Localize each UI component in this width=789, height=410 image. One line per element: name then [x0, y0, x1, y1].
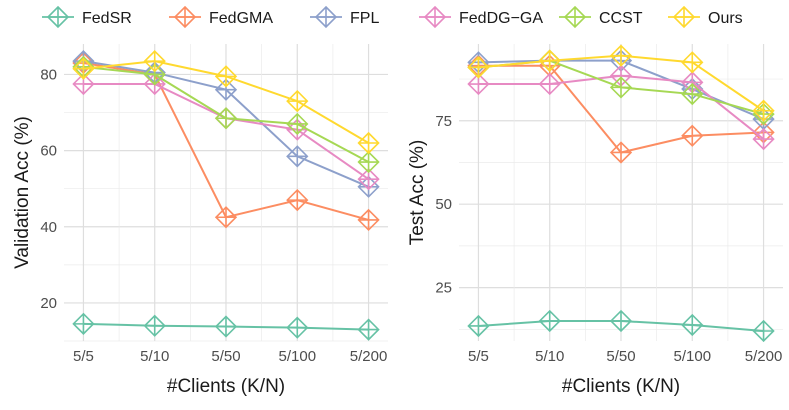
legend-item-feddg-ga: FedDG−GA [419, 5, 543, 29]
data-point-ours [609, 44, 633, 67]
legend-marker-fpl [314, 5, 338, 29]
x-tick-label: 5/5 [73, 348, 94, 365]
data-point-ours [467, 56, 490, 79]
data-point-fpl [286, 145, 309, 168]
data-point-fedsr [609, 309, 633, 333]
y-tick-label: 40 [40, 219, 57, 236]
y-tick-label: 50 [435, 196, 452, 213]
data-point-ccst [357, 150, 380, 174]
data-point-ours [681, 51, 704, 74]
data-point-ccst [286, 112, 309, 136]
y-tick-label: 80 [40, 66, 57, 83]
legend-marker-ccst [563, 5, 587, 29]
data-point-fedsr [286, 316, 309, 339]
x-tick-label: 5/100 [674, 348, 712, 365]
series-ours [467, 44, 775, 122]
x-tick-label: 5/10 [140, 348, 169, 365]
data-point-fedgma [357, 208, 380, 232]
y-tick-label: 25 [435, 280, 452, 297]
x-tick-label: 5/100 [279, 348, 317, 365]
legend-item-ours: Ours [668, 5, 743, 29]
legend-marker-fedgma [173, 5, 197, 29]
data-point-ours [752, 99, 775, 122]
series-fedsr [72, 312, 380, 341]
data-point-fedsr [357, 318, 380, 341]
y-tick-label: 20 [40, 295, 57, 312]
legend-marker-ours [672, 5, 696, 29]
legend-item-fpl: FPL [310, 5, 379, 29]
data-point-fedgma [286, 188, 309, 212]
data-point-ccst [214, 107, 238, 130]
test-acc-panel: 25 50 75 5/5 5/10 5/50 5/100 5/200 #Clients (K/N… [407, 44, 783, 397]
x-tick-label: 5/5 [468, 348, 489, 365]
legend-label-ours: Ours [708, 10, 743, 27]
legend-marker-feddg-ga [423, 5, 447, 29]
data-point-fedsr [538, 309, 561, 333]
x-axis-title: #Clients (K/N) [167, 376, 285, 397]
legend-label-ccst: CCST [599, 10, 643, 27]
series-ours [72, 50, 380, 155]
legend-item-fedgma: FedGMA [169, 5, 273, 29]
legend-label-fedsr: FedSR [82, 10, 132, 27]
legend-label-feddg-ga: FedDG−GA [459, 10, 543, 27]
data-point-ccst [609, 76, 633, 99]
x-tick-label: 5/10 [535, 348, 564, 365]
x-tick-label: 5/200 [350, 348, 388, 365]
legend-item-ccst: CCST [559, 5, 643, 29]
legend-label-fedgma: FedGMA [209, 10, 273, 27]
validation-acc-panel: 20 40 60 80 5/5 5/10 5/50 5/100 5/200 #Clients (K… [12, 44, 388, 397]
data-point-fedsr [72, 312, 95, 335]
data-point-fedgma [681, 124, 704, 147]
data-point-fedsr [143, 314, 166, 337]
x-axis-title: #Clients (K/N) [562, 376, 680, 397]
x-tick-label: 5/50 [211, 348, 240, 365]
x-tick-label: 5/50 [606, 348, 635, 365]
data-point-fedgma [609, 141, 633, 164]
y-tick-label: 75 [435, 113, 452, 130]
x-tick-label: 5/200 [745, 348, 783, 365]
series-ccst [72, 55, 380, 174]
legend: FedSR FedGMA FPL FedDG−GA CCST Ours [42, 5, 743, 29]
data-point-fedsr [467, 314, 490, 338]
data-point-fedsr [681, 313, 704, 337]
data-point-fedgma [214, 206, 238, 229]
legend-marker-fedsr [46, 5, 70, 29]
y-tick-label: 60 [40, 143, 57, 160]
series-fedsr [467, 309, 775, 343]
data-point-ours [72, 57, 95, 80]
y-axis-title: Test Acc (%) [407, 140, 428, 246]
data-point-feddg-ga [538, 72, 561, 96]
data-point-ours [214, 65, 238, 88]
data-point-fedsr [214, 315, 238, 338]
legend-label-fpl: FPL [350, 10, 379, 27]
data-point-fedsr [752, 319, 775, 343]
legend-item-fedsr: FedSR [42, 5, 132, 29]
data-point-ccst [681, 82, 704, 106]
data-point-ours [357, 131, 380, 155]
data-point-ours [538, 49, 561, 72]
data-point-ours [143, 50, 166, 73]
y-axis-title: Validation Acc (%) [12, 116, 33, 269]
data-point-feddg-ga [752, 127, 775, 151]
data-point-ours [286, 89, 309, 113]
